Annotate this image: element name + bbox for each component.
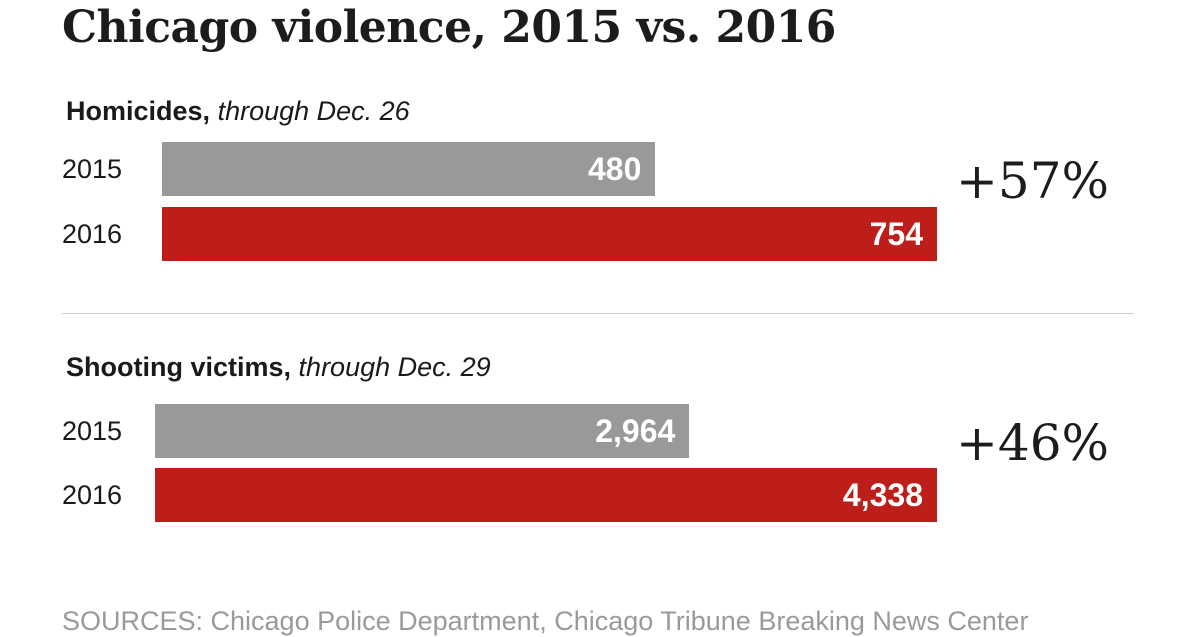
bar-value-label: 480 (587, 151, 642, 187)
bar-value-label: 754 (869, 216, 923, 252)
bar-value-label: 2,964 (595, 413, 676, 449)
percent-change: +57% (956, 152, 1110, 210)
panel-label: Homicides, (66, 96, 211, 126)
panel-subtitle: through Dec. 26 (217, 96, 410, 126)
year-label-2016: 2016 (62, 480, 123, 510)
bar-2015: 2,964 (155, 404, 690, 458)
year-label-2015: 2015 (62, 416, 123, 446)
panel-label: Shooting victims, (66, 352, 292, 382)
year-label-2016: 2016 (62, 219, 123, 249)
chart-title: Chicago violence, 2015 vs. 2016 (62, 2, 836, 53)
percent-change: +46% (956, 414, 1110, 472)
bar-value-label: 4,338 (842, 477, 923, 513)
section-divider (62, 313, 1134, 314)
shooting-victims-panel: Shooting victims, through Dec. 29 2015 2… (0, 352, 1200, 532)
year-label-2015: 2015 (62, 154, 123, 184)
homicides-panel: Homicides, through Dec. 26 2015 480 2016… (0, 96, 1200, 276)
bar-2015: 480 (162, 142, 656, 196)
panel-subtitle: through Dec. 29 (298, 352, 491, 382)
panel-header: Shooting victims, through Dec. 29 (66, 352, 491, 383)
sources-note: SOURCES: Chicago Police Department, Chic… (62, 606, 1029, 636)
panel-header: Homicides, through Dec. 26 (66, 96, 410, 127)
bar-2016: 754 (162, 207, 937, 261)
bar-2016: 4,338 (155, 468, 937, 522)
